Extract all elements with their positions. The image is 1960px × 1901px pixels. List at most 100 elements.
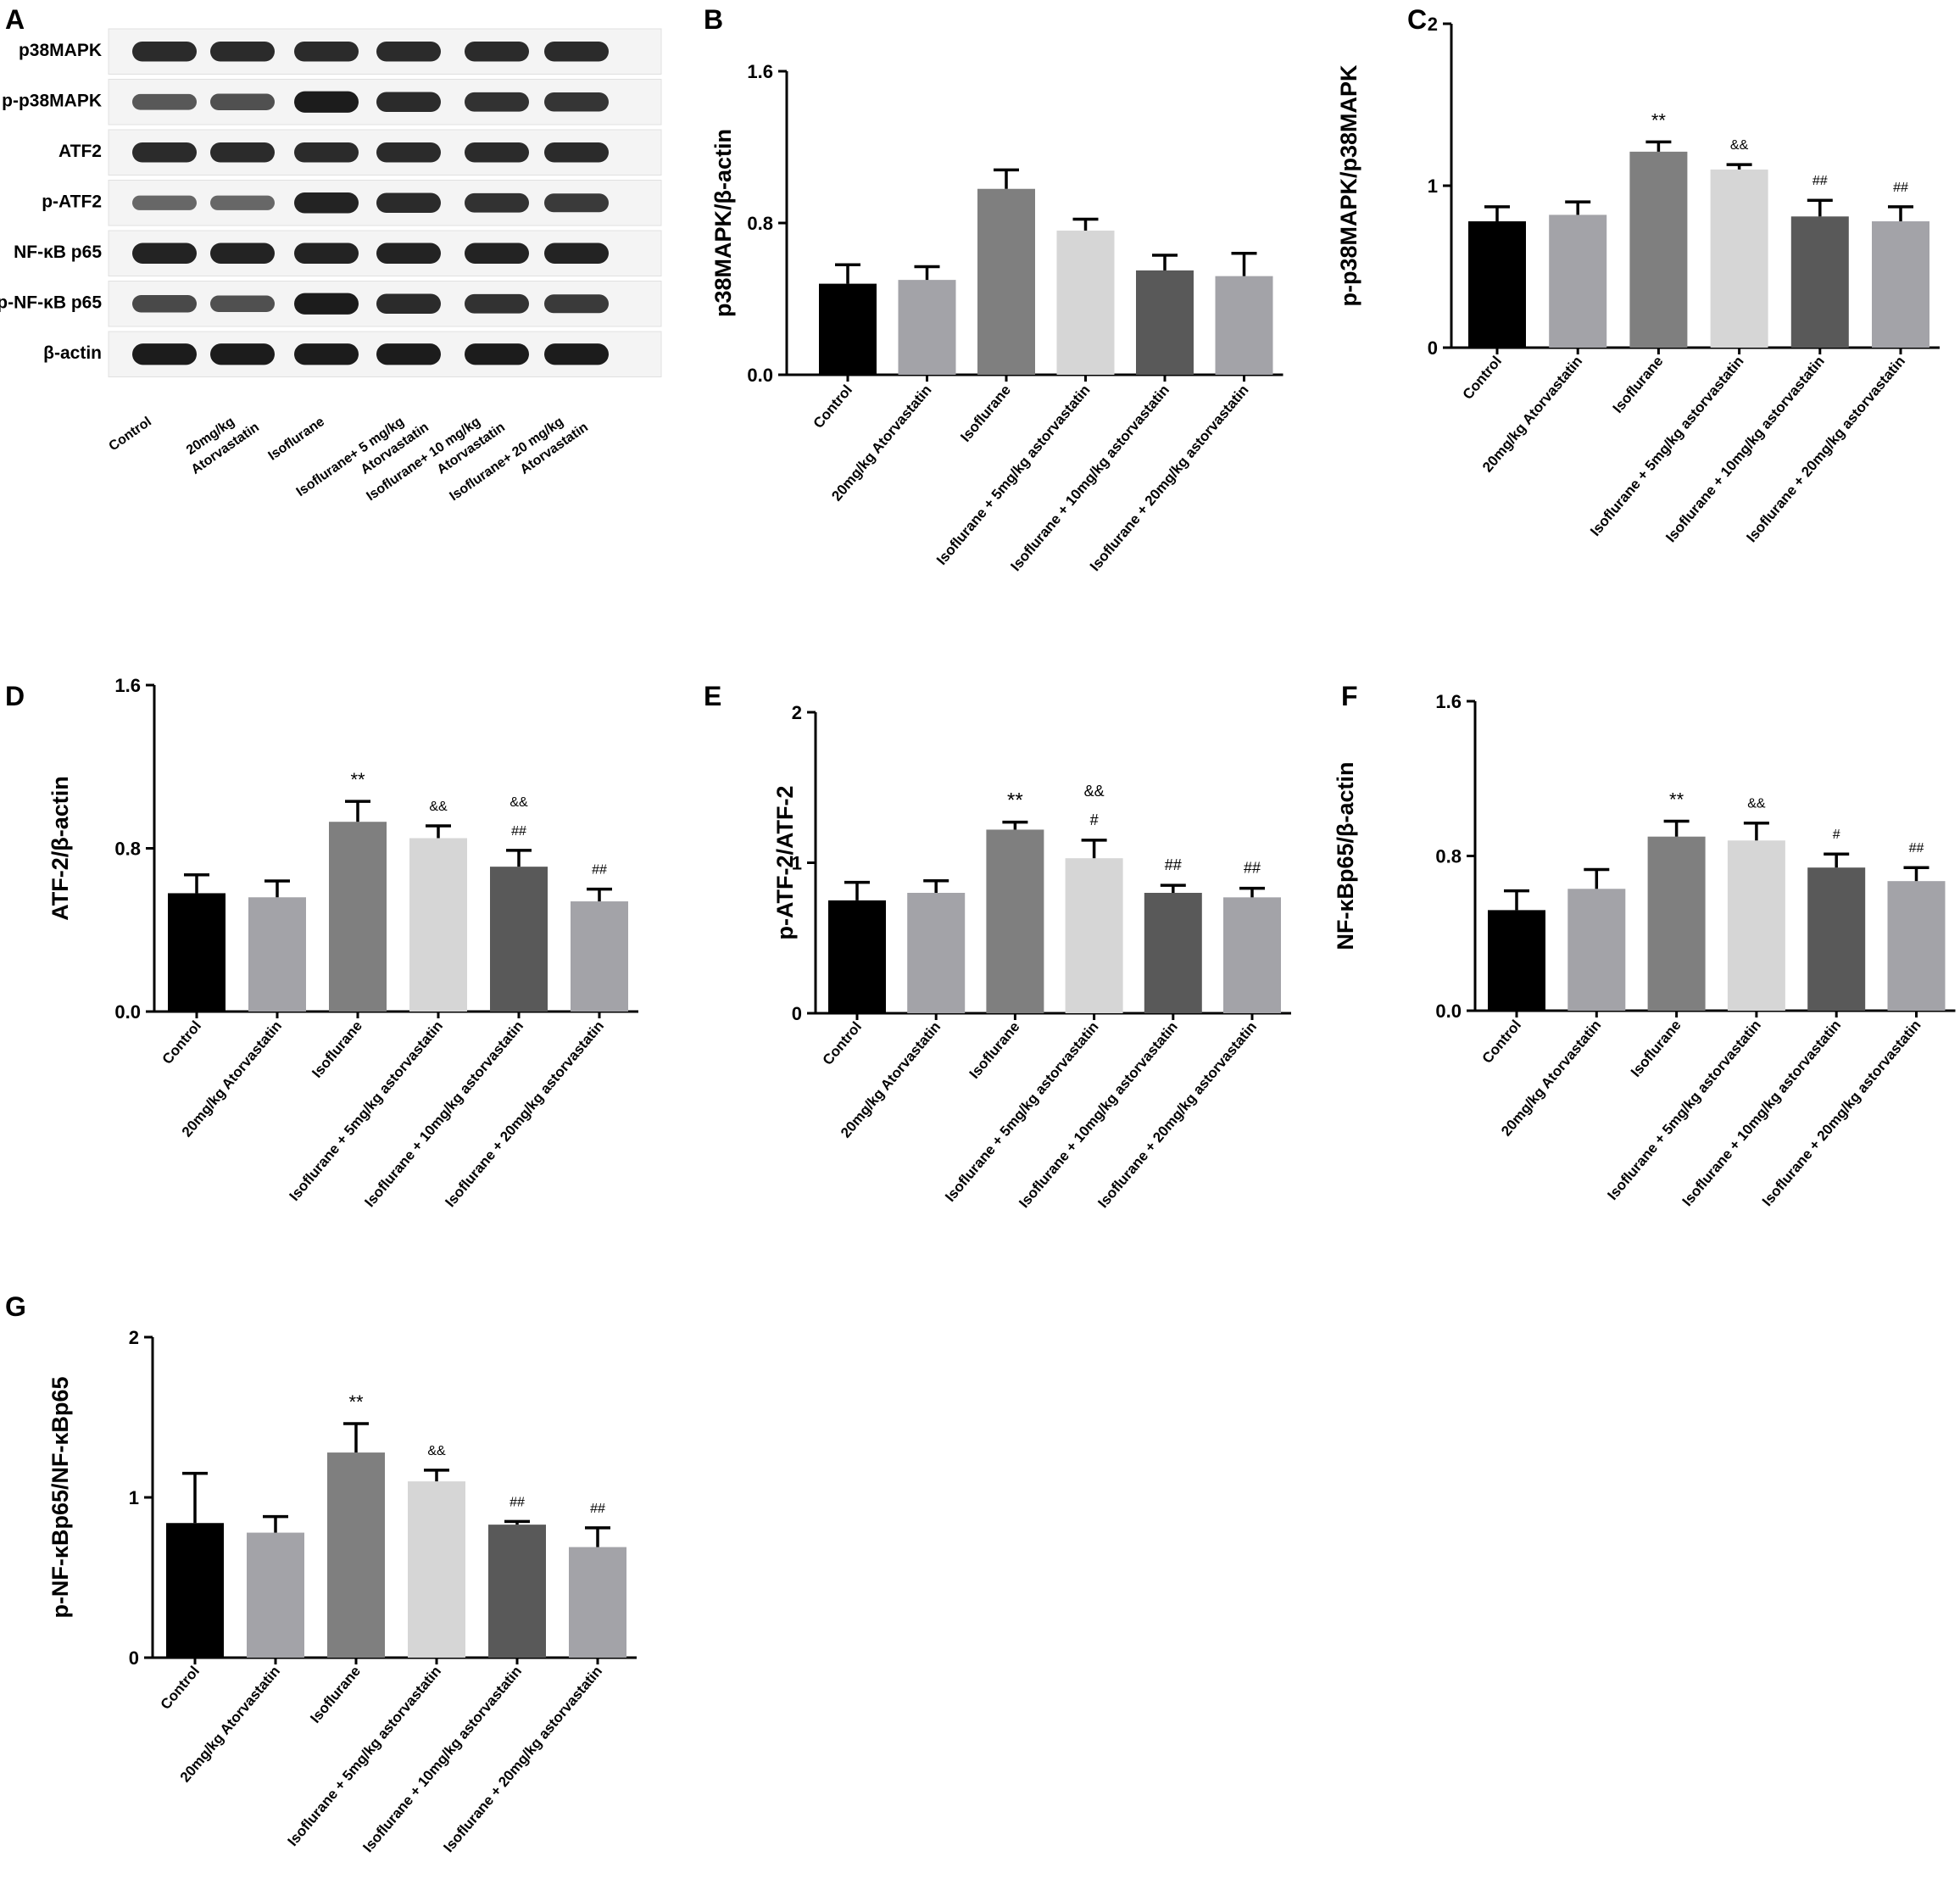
blot-band — [294, 293, 359, 315]
bar — [1144, 893, 1202, 1013]
significance-mark: ## — [1812, 174, 1828, 188]
x-tick-label: Isoflurane + 10mg/kg astorvastatin — [1016, 1018, 1181, 1211]
x-tick-label: Isoflurane + 5mg/kg astorvastatin — [287, 1017, 447, 1204]
blot-band — [294, 243, 359, 264]
significance-mark: ## — [590, 1502, 605, 1516]
panel-label-a: A — [5, 4, 25, 35]
x-tick-label: Isoflurane — [957, 382, 1014, 444]
y-tick-label: 1 — [129, 1487, 139, 1508]
bar — [1215, 276, 1273, 375]
x-tick-label: Isoflurane + 10mg/kg astorvastatin — [1007, 382, 1172, 574]
blot-band — [376, 41, 441, 62]
y-tick-label: 0.0 — [1435, 1001, 1462, 1022]
significance-mark: ** — [348, 1391, 364, 1413]
blot-band — [376, 192, 441, 214]
x-tick-label: Isoflurane + 5mg/kg astorvastatin — [285, 1663, 445, 1849]
blot-band — [210, 93, 275, 111]
y-axis-title: p-ATF-2/ATF-2 — [772, 786, 798, 940]
y-tick-label: 0.8 — [114, 839, 141, 860]
bar — [329, 822, 387, 1012]
panel-label: F — [1341, 681, 1358, 711]
lane-label-line: Isoflurane — [266, 415, 327, 464]
significance-mark: && — [509, 795, 528, 810]
y-tick-label: 2 — [1428, 14, 1438, 35]
bar — [828, 900, 886, 1013]
bar — [327, 1452, 385, 1658]
bar — [986, 829, 1044, 1013]
lane-label-line: Control — [107, 415, 154, 454]
blot-row-label: p-ATF2 — [42, 192, 102, 212]
bar — [247, 1532, 304, 1658]
blot-band — [544, 142, 609, 163]
x-tick-label: Isoflurane + 10mg/kg astorvastatin — [361, 1017, 526, 1210]
bar — [1807, 867, 1866, 1011]
blot-band — [294, 142, 359, 163]
blot-row: β-actin — [43, 331, 662, 377]
y-axis-title: p38MAPK/β-actin — [710, 129, 736, 317]
lane-label: Isoflurane — [266, 415, 327, 464]
chart-panel-b: B0.00.81.6p38MAPK/β-actinControl20mg/kg … — [704, 4, 1283, 574]
bar — [819, 283, 877, 375]
lane-label: Control — [107, 415, 154, 454]
blot-band — [210, 295, 275, 313]
y-axis-title: p-p38MAPK/p38MAPK — [1336, 64, 1361, 307]
blot-band — [465, 192, 529, 213]
bar — [1710, 169, 1768, 348]
panel-label: D — [5, 681, 25, 711]
blot-band — [544, 294, 609, 314]
significance-mark: && — [1747, 797, 1766, 811]
blot-band — [132, 93, 197, 110]
y-tick-label: 0.8 — [747, 213, 773, 234]
blot-band — [210, 142, 275, 163]
significance-mark: && — [1084, 783, 1105, 800]
panel-label: C — [1407, 4, 1427, 35]
chart-panel-f: F0.00.81.6NF-κBp65/β-actinControl20mg/kg… — [1333, 681, 1956, 1209]
significance-mark: # — [1833, 828, 1840, 842]
y-tick-label: 2 — [129, 1327, 139, 1348]
blot-band — [376, 243, 441, 264]
x-tick-label: Isoflurane + 20mg/kg astorvastatin — [440, 1663, 605, 1855]
y-tick-label: 1.6 — [1435, 691, 1462, 712]
panel-label: G — [5, 1291, 26, 1322]
x-tick-label: Isoflurane + 5mg/kg astorvastatin — [942, 1018, 1102, 1205]
y-tick-label: 1.6 — [747, 61, 773, 82]
bar — [907, 893, 966, 1013]
x-tick-label: Isoflurane + 10mg/kg astorvastatin — [359, 1663, 525, 1855]
y-tick-label: 1 — [1428, 176, 1438, 197]
bar — [977, 188, 1035, 375]
significance-mark: && — [429, 800, 448, 814]
blot-band — [544, 343, 609, 365]
bar — [1488, 910, 1545, 1011]
blot-band — [132, 295, 197, 313]
x-tick-label: Control — [1479, 1017, 1524, 1067]
significance-mark: ## — [1244, 860, 1261, 877]
bar — [408, 1481, 465, 1658]
x-tick-label: Isoflurane + 20mg/kg astorvastatin — [1743, 353, 1908, 545]
blot-band — [132, 343, 197, 365]
x-tick-label: Isoflurane + 5mg/kg astorvastatin — [1587, 353, 1747, 539]
bar — [1549, 215, 1607, 348]
bar — [409, 838, 467, 1012]
blot-band — [544, 243, 609, 264]
y-tick-label: 0.8 — [1435, 846, 1462, 867]
bar — [1647, 836, 1706, 1011]
bar — [1629, 151, 1688, 348]
blot-band — [294, 343, 359, 365]
x-tick-label: Isoflurane + 20mg/kg astorvastatin — [1759, 1017, 1924, 1209]
blot-band — [294, 91, 359, 113]
significance-mark: ## — [511, 824, 526, 839]
bar — [569, 1547, 626, 1658]
x-tick-label: Isoflurane — [1628, 1017, 1684, 1079]
bar — [248, 897, 306, 1012]
blot-band — [210, 343, 275, 365]
bar — [166, 1523, 224, 1658]
blot-row: p38MAPK — [19, 28, 662, 75]
significance-mark: ## — [1893, 181, 1908, 195]
blot-band — [544, 92, 609, 112]
significance-mark: && — [1730, 138, 1749, 153]
bar — [898, 280, 956, 375]
blot-band — [465, 343, 529, 365]
significance-mark: ** — [1669, 789, 1684, 810]
